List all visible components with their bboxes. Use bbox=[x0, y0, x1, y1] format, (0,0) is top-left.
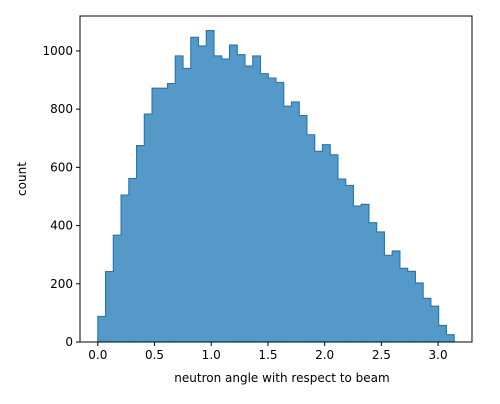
histogram-bar bbox=[268, 77, 277, 342]
histogram-bar bbox=[446, 334, 455, 342]
x-tick-label: 0.5 bbox=[145, 348, 164, 362]
histogram-bar bbox=[283, 106, 292, 342]
histogram-bar bbox=[152, 88, 161, 342]
y-tick-label: 1000 bbox=[42, 44, 73, 58]
x-axis-ticks: 0.0 0.5 1.0 1.5 2.0 2.5 3.0 bbox=[88, 342, 448, 362]
y-tick-label: 200 bbox=[50, 277, 73, 291]
histogram-bar bbox=[252, 55, 261, 343]
histogram-bar bbox=[322, 144, 331, 342]
histogram-bar bbox=[144, 114, 153, 343]
histogram-bar bbox=[237, 54, 246, 343]
histogram-bar bbox=[275, 82, 285, 342]
histogram-bar bbox=[337, 179, 347, 342]
histogram-bar bbox=[361, 204, 370, 342]
histogram-bar bbox=[330, 154, 339, 342]
histogram-step-outline bbox=[97, 30, 455, 342]
histogram-bar bbox=[183, 68, 192, 343]
plot-area bbox=[97, 30, 455, 343]
histogram-bar bbox=[128, 178, 137, 342]
plot-frame bbox=[79, 15, 473, 343]
histogram-bar bbox=[314, 151, 323, 342]
y-tick-label: 0 bbox=[65, 335, 73, 349]
y-tick-label: 600 bbox=[50, 160, 73, 174]
y-axis-label: count bbox=[15, 162, 29, 196]
histogram-bar bbox=[376, 231, 385, 342]
histogram-bar bbox=[206, 30, 215, 343]
x-tick-label: 2.0 bbox=[315, 348, 334, 362]
x-tick-label: 1.0 bbox=[202, 348, 221, 362]
histogram-bar bbox=[392, 250, 401, 342]
histogram-bar bbox=[291, 101, 300, 342]
histogram-bar bbox=[105, 271, 114, 342]
y-tick-label: 800 bbox=[50, 102, 73, 116]
histogram-bar bbox=[244, 66, 254, 343]
histogram-bar bbox=[190, 37, 199, 342]
histogram-bar bbox=[175, 55, 184, 343]
histogram-bar bbox=[384, 255, 393, 342]
histogram-bar bbox=[299, 115, 308, 343]
x-tick-label: 3.0 bbox=[429, 348, 448, 362]
histogram-bar bbox=[214, 55, 223, 343]
histogram-bar bbox=[198, 45, 207, 343]
histogram-bar bbox=[121, 195, 130, 342]
histogram-bar bbox=[159, 88, 168, 342]
histogram-bar bbox=[345, 185, 354, 342]
x-tick-label: 2.5 bbox=[372, 348, 391, 362]
histogram-bar bbox=[306, 134, 316, 342]
histogram-bar bbox=[415, 282, 424, 342]
x-tick-label: 0.0 bbox=[88, 348, 107, 362]
histogram-bar bbox=[167, 83, 176, 343]
histogram-bar bbox=[353, 206, 362, 342]
histogram-bar bbox=[229, 45, 238, 342]
histogram-bar bbox=[407, 271, 416, 342]
y-axis-ticks: 0 200 400 600 800 1000 bbox=[42, 44, 80, 349]
x-axis-label: neutron angle with respect to beam bbox=[174, 371, 389, 385]
histogram-bar bbox=[113, 235, 122, 342]
histogram-bar bbox=[97, 316, 106, 342]
histogram-bar bbox=[368, 222, 378, 342]
histogram-bar bbox=[430, 306, 440, 342]
x-tick-label: 1.5 bbox=[258, 348, 277, 362]
histogram-bar bbox=[136, 145, 145, 342]
histogram-bar bbox=[423, 298, 432, 342]
histogram-bar bbox=[260, 73, 269, 342]
histogram-bar bbox=[399, 268, 409, 342]
histogram-bar bbox=[221, 59, 230, 342]
y-tick-label: 400 bbox=[50, 219, 73, 233]
histogram-bar bbox=[438, 325, 447, 342]
